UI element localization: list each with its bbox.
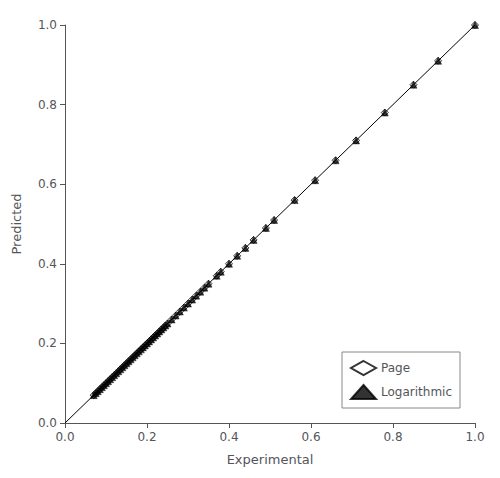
svg-text:1.0: 1.0 [38,18,57,32]
svg-text:Page: Page [381,361,410,375]
svg-text:Logarithmic: Logarithmic [381,385,452,399]
svg-text:0.6: 0.6 [301,430,320,444]
svg-text:0.2: 0.2 [137,430,156,444]
svg-text:0.6: 0.6 [38,177,57,191]
svg-text:0.4: 0.4 [38,257,57,271]
svg-text:0.0: 0.0 [55,430,74,444]
svg-text:Predicted: Predicted [9,193,24,254]
svg-text:1.0: 1.0 [465,430,484,444]
svg-text:0.0: 0.0 [38,416,57,430]
svg-text:0.4: 0.4 [219,430,238,444]
svg-text:0.8: 0.8 [38,98,57,112]
svg-text:0.8: 0.8 [383,430,402,444]
svg-text:Experimental: Experimental [227,452,314,467]
svg-text:0.2: 0.2 [38,336,57,350]
